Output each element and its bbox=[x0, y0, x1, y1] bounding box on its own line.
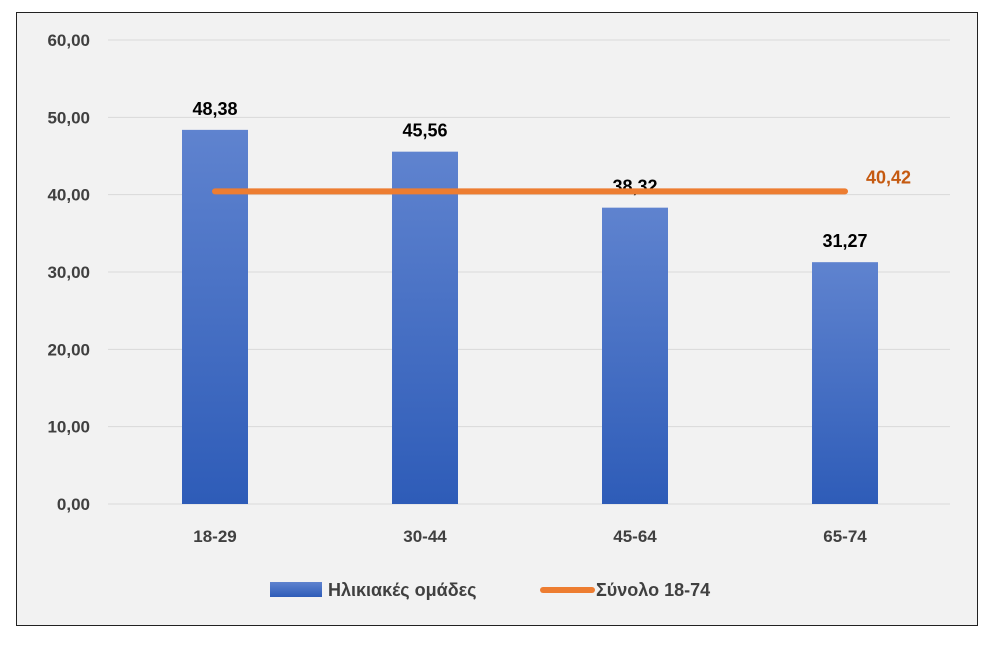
x-tick-label: 18-29 bbox=[193, 527, 236, 546]
legend-bar-label: Ηλικιακές ομάδες bbox=[328, 580, 477, 600]
legend: Ηλικιακές ομάδες Σύνολο 18-74 bbox=[270, 580, 710, 600]
x-tick-label: 30-44 bbox=[403, 527, 447, 546]
y-tick-label: 30,00 bbox=[47, 263, 90, 282]
y-tick-label: 0,00 bbox=[57, 495, 90, 514]
y-tick-label: 50,00 bbox=[47, 108, 90, 127]
total-line-label: 40,42 bbox=[866, 167, 911, 187]
bar-18-29 bbox=[182, 129, 248, 504]
x-tick-label: 45-64 bbox=[613, 527, 657, 546]
bar-45-64 bbox=[602, 207, 668, 504]
legend-bar-swatch bbox=[270, 582, 322, 597]
bar-30-44 bbox=[392, 151, 458, 505]
bar-data-label: 48,38 bbox=[192, 99, 237, 119]
y-tick-label: 40,00 bbox=[47, 186, 90, 205]
bar-data-label: 31,27 bbox=[822, 231, 867, 251]
y-tick-label: 20,00 bbox=[47, 340, 90, 359]
bar-data-label: 45,56 bbox=[402, 121, 447, 141]
legend-line-label: Σύνολο 18-74 bbox=[596, 580, 710, 600]
x-tick-label: 65-74 bbox=[823, 527, 867, 546]
y-tick-label: 60,00 bbox=[47, 31, 90, 50]
bar-65-74 bbox=[812, 262, 878, 504]
y-tick-label: 10,00 bbox=[47, 418, 90, 437]
